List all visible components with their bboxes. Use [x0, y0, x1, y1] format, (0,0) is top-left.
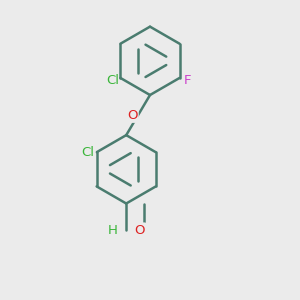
Text: O: O — [127, 109, 137, 122]
Text: O: O — [127, 109, 137, 122]
Text: O: O — [134, 224, 145, 237]
Text: F: F — [183, 74, 191, 87]
Text: Cl: Cl — [106, 74, 119, 87]
Text: H: H — [108, 224, 118, 237]
Text: Cl: Cl — [81, 146, 94, 159]
